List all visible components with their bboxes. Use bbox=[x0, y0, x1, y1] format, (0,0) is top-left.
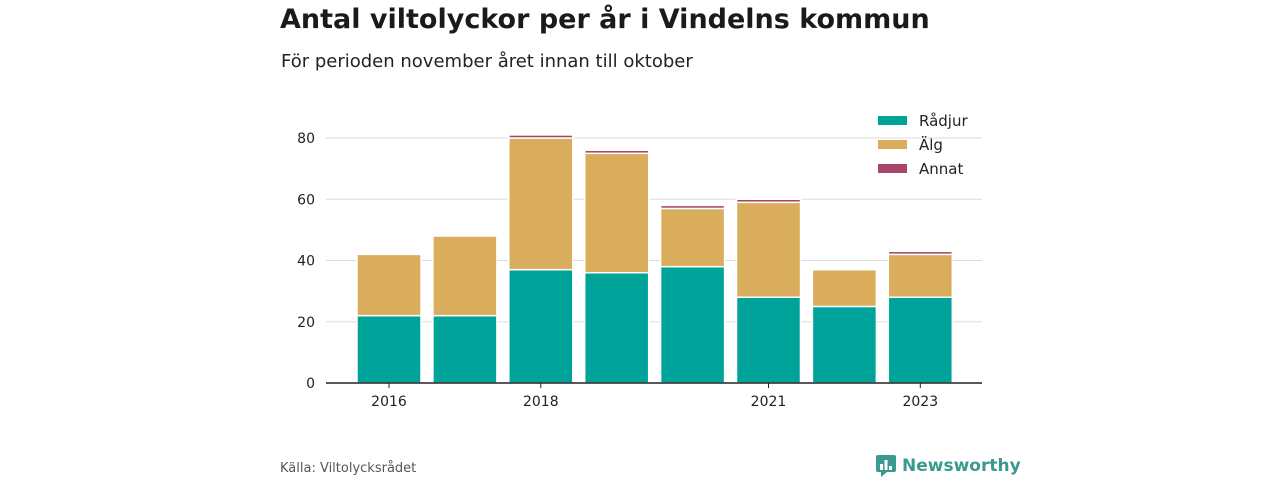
brand-name: Newsworthy bbox=[902, 456, 1021, 476]
bar-segment-lg-2023 bbox=[887, 253, 954, 298]
bars bbox=[356, 134, 954, 384]
bar-segment-lg-2021 bbox=[735, 201, 802, 298]
x-tick-label: 2016 bbox=[371, 394, 407, 410]
bar-segment-lg-2017 bbox=[432, 235, 498, 317]
bar-segment-annat-2018 bbox=[508, 134, 574, 139]
bar-segment-annat-2023 bbox=[887, 250, 954, 256]
brand-logo: Newsworthy bbox=[876, 455, 1021, 477]
x-tick-label: 2018 bbox=[523, 394, 559, 410]
chart-subtitle: För perioden november året innan till ok… bbox=[281, 51, 693, 72]
bar-segment-lg-2016 bbox=[356, 253, 422, 317]
bar-segment-lg-2022 bbox=[811, 268, 878, 308]
y-tick-label: 80 bbox=[297, 131, 315, 147]
legend-label: Rådjur bbox=[919, 112, 968, 130]
legend: Rådjur Älg Annat bbox=[878, 112, 968, 178]
bar-segment-rdjur-2020 bbox=[659, 265, 726, 384]
axes: 0 20 40 60 80 2016 2018 2021 2023 bbox=[297, 131, 982, 410]
bar-segment-annat-2020 bbox=[659, 204, 726, 210]
legend-swatch bbox=[878, 164, 907, 173]
source-note: Källa: Viltolycksrådet bbox=[280, 461, 417, 476]
legend-label: Annat bbox=[919, 160, 963, 178]
bar-segment-rdjur-2022 bbox=[811, 305, 878, 384]
bar-segment-rdjur-2021 bbox=[735, 296, 802, 384]
legend-swatch bbox=[878, 116, 907, 125]
bar-segment-rdjur-2016 bbox=[356, 314, 422, 384]
y-tick-label: 0 bbox=[306, 376, 315, 392]
legend-swatch bbox=[878, 140, 907, 149]
bar-segment-rdjur-2023 bbox=[887, 296, 954, 384]
bar-segment-rdjur-2017 bbox=[432, 314, 498, 384]
bar-segment-lg-2018 bbox=[508, 137, 574, 271]
y-tick-label: 40 bbox=[297, 254, 315, 270]
bar-segment-rdjur-2019 bbox=[583, 272, 650, 384]
chart-title: Antal viltolyckor per år i Vindelns komm… bbox=[280, 4, 930, 35]
newsworthy-logo-icon bbox=[876, 455, 896, 477]
bar-segment-lg-2019 bbox=[583, 152, 650, 274]
y-tick-label: 20 bbox=[297, 315, 315, 331]
legend-label: Älg bbox=[919, 135, 943, 154]
x-tick-label: 2021 bbox=[751, 394, 787, 410]
bar-segment-rdjur-2018 bbox=[508, 268, 574, 384]
bar-segment-annat-2021 bbox=[735, 198, 802, 204]
y-tick-label: 60 bbox=[297, 192, 315, 208]
bar-segment-lg-2020 bbox=[659, 207, 726, 268]
bar-segment-annat-2019 bbox=[583, 149, 650, 155]
x-tick-label: 2023 bbox=[902, 394, 938, 410]
